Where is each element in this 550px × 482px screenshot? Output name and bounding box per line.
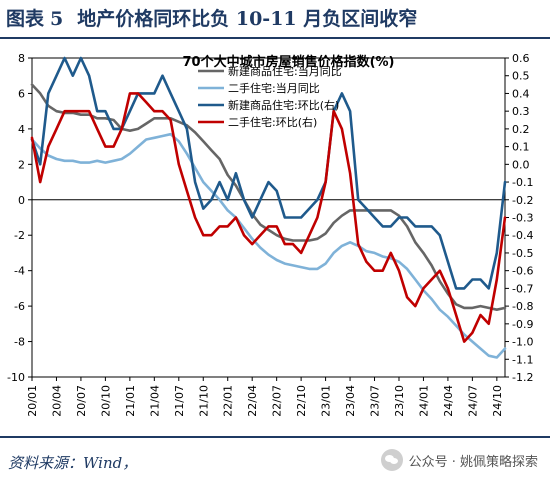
wechat-icon bbox=[380, 449, 403, 471]
right-tick-label: 0.1 bbox=[512, 141, 530, 154]
right-tick-label: 0.0 bbox=[512, 158, 530, 171]
left-tick-label: 8 bbox=[18, 52, 25, 65]
watermark-text: 公众号 · 姚佩策略探索 bbox=[408, 454, 538, 470]
series-line-4 bbox=[30, 92, 507, 343]
right-tick-label: -1.1 bbox=[512, 353, 533, 366]
series-line-3 bbox=[30, 56, 507, 290]
right-tick-label: 0.6 bbox=[512, 52, 530, 65]
right-tick-label: 0.5 bbox=[512, 70, 530, 83]
x-tick-label: 22/01 bbox=[222, 385, 235, 417]
left-tick-label: -6 bbox=[14, 300, 25, 313]
figure-label: 图表 bbox=[6, 8, 45, 30]
legend-label-2: 二手住宅:当月同比 bbox=[228, 81, 320, 95]
x-tick-label: 24/07 bbox=[466, 385, 479, 417]
left-tick-label: 2 bbox=[18, 158, 25, 171]
right-tick-label: -0.6 bbox=[512, 265, 533, 278]
x-tick-label: 21/01 bbox=[124, 385, 137, 417]
legend-label-1: 新建商品住宅:当月同比 bbox=[228, 64, 342, 78]
x-tick-label: 24/01 bbox=[417, 385, 430, 417]
left-tick-label: -4 bbox=[14, 265, 25, 278]
left-tick-label: 4 bbox=[18, 123, 25, 136]
x-tick-label: 23/10 bbox=[393, 385, 406, 417]
figure-header: 图表 5 地产价格同环比负 10-11 月负区间收窄 bbox=[6, 4, 544, 34]
right-tick-label: 0.2 bbox=[512, 123, 530, 136]
legend-label-3: 新建商品住宅:环比(右) bbox=[228, 98, 339, 112]
left-tick-label: -8 bbox=[14, 336, 25, 349]
line-chart: 8 6 4 2 0 -2 -4 -6 -8 -10 0.6 0.5 0.4 0.3 0.2 0.1 0.0 -0.… bbox=[7, 52, 533, 417]
left-tick-label: 0 bbox=[18, 194, 25, 207]
x-tick-label: 24/10 bbox=[491, 385, 504, 417]
x-tick-label: 24/04 bbox=[442, 385, 455, 417]
x-tick-label: 20/01 bbox=[26, 385, 39, 417]
chart-title: 70个大中城市房屋销售价格指数(%) bbox=[183, 54, 395, 70]
x-tick-label: 20/04 bbox=[50, 385, 63, 417]
right-tick-label: -1.0 bbox=[512, 336, 533, 349]
footer-rule bbox=[0, 436, 550, 438]
figure-title: 地产价格同环比负 10-11 月负区间收窄 bbox=[77, 8, 418, 30]
right-tick-label: -0.2 bbox=[512, 194, 533, 207]
left-tick-label: -2 bbox=[14, 229, 25, 242]
right-tick-label: -0.3 bbox=[512, 212, 533, 225]
right-tick-label: -0.5 bbox=[512, 247, 533, 260]
left-tick-label: -10 bbox=[7, 371, 25, 384]
right-tick-label: -0.7 bbox=[512, 282, 533, 295]
x-tick-label: 21/10 bbox=[197, 385, 210, 417]
series-line-1 bbox=[30, 83, 507, 311]
right-tick-label: -0.4 bbox=[512, 229, 533, 242]
figure-number: 5 bbox=[50, 8, 64, 30]
right-tick-label: -0.8 bbox=[512, 300, 533, 313]
right-tick-label: 0.3 bbox=[512, 105, 530, 118]
x-tick-label: 22/07 bbox=[271, 385, 284, 417]
x-tick-label: 23/04 bbox=[344, 385, 357, 417]
right-tick-label: 0.4 bbox=[512, 87, 530, 100]
right-tick-label: -0.9 bbox=[512, 318, 533, 331]
x-tick-label: 22/10 bbox=[295, 385, 308, 417]
x-tick-label: 20/07 bbox=[75, 385, 88, 417]
x-tick-label: 21/07 bbox=[173, 385, 186, 417]
source-note: 资料来源：Wind， bbox=[8, 454, 138, 472]
x-tick-label: 21/04 bbox=[148, 385, 161, 417]
left-tick-label: 6 bbox=[18, 87, 25, 100]
header-rule bbox=[0, 37, 550, 39]
right-tick-label: -0.1 bbox=[512, 176, 533, 189]
x-tick-label: 22/04 bbox=[246, 385, 259, 417]
x-tick-label: 23/07 bbox=[369, 385, 382, 417]
right-tick-label: -1.2 bbox=[512, 371, 533, 384]
x-tick-label: 23/01 bbox=[320, 385, 333, 417]
series-line-2 bbox=[30, 132, 507, 359]
legend-label-4: 二手住宅:环比(右) bbox=[228, 115, 317, 129]
x-tick-label: 20/10 bbox=[99, 385, 112, 417]
watermark: 公众号 · 姚佩策略探索 bbox=[380, 449, 538, 471]
